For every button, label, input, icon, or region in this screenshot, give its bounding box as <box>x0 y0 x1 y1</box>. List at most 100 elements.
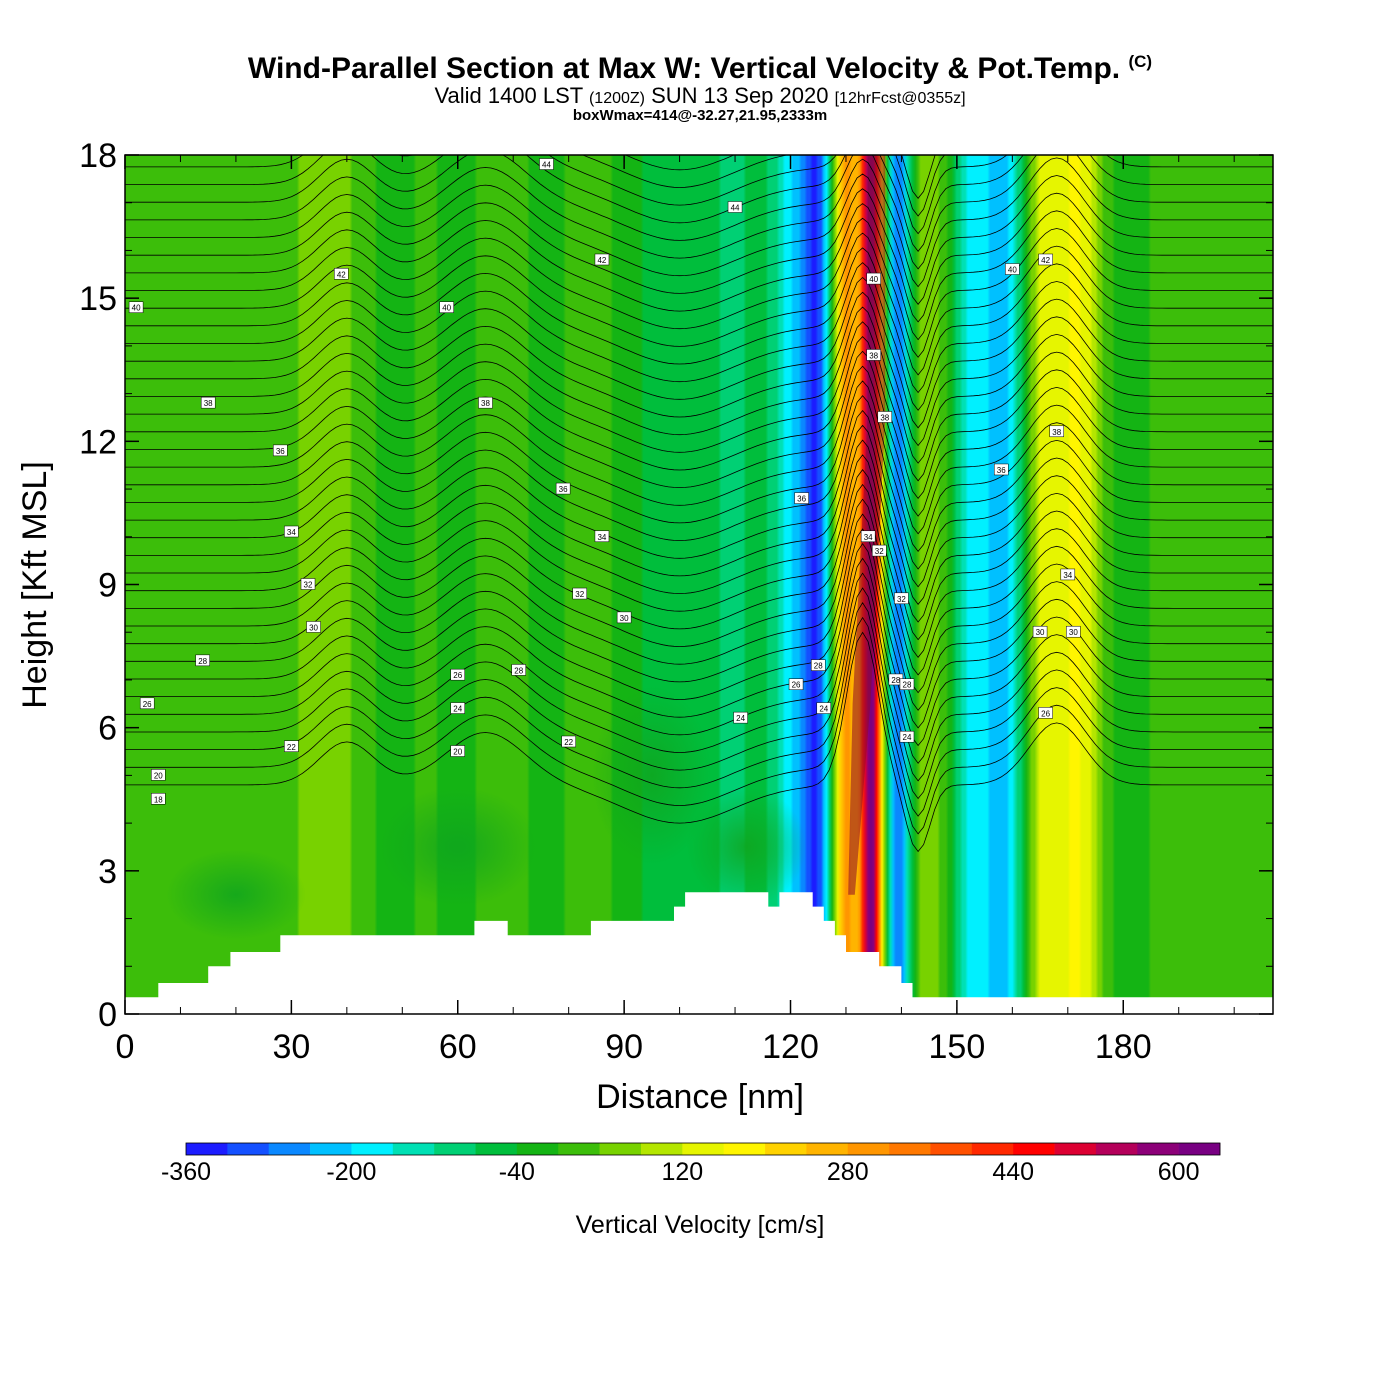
x-tick-label: 60 <box>439 1028 477 1066</box>
colorbar-swatch <box>310 1143 352 1155</box>
theta-contour-line <box>125 155 1273 235</box>
theta-contour-line <box>125 454 1273 641</box>
theta-label: 42 <box>334 268 349 280</box>
theta-label: 40 <box>128 301 144 313</box>
theta-contour-line <box>125 469 1273 658</box>
theta-label-text: 38 <box>204 399 213 408</box>
y-tick-label: 6 <box>98 710 117 748</box>
theta-contour-line <box>125 631 1273 853</box>
theta-label: 24 <box>899 730 915 743</box>
theta-contour-line <box>125 439 1273 623</box>
velocity-patch <box>377 786 538 907</box>
theta-contour-line <box>125 587 1273 800</box>
colorbar-swatch <box>889 1143 931 1155</box>
theta-contour-line <box>125 395 1273 570</box>
theta-label: 30 <box>1032 625 1048 638</box>
theta-contour-line <box>624 155 936 199</box>
colorbar-swatch <box>1095 1143 1138 1155</box>
theta-label-text: 26 <box>453 671 462 680</box>
y-axis-label: Height [Kft MSL] <box>16 461 54 709</box>
theta-label-text: 36 <box>797 495 806 504</box>
colorbar-swatch <box>558 1143 600 1155</box>
theta-label: 18 <box>151 793 166 805</box>
colorbar-swatch <box>186 1143 228 1155</box>
theta-label: 36 <box>273 444 288 457</box>
theta-label: 28 <box>195 654 210 667</box>
theta-label-text: 26 <box>792 681 801 690</box>
theta-label-text: 32 <box>304 581 313 590</box>
theta-label-text: 42 <box>597 256 606 265</box>
colorbar-swatch <box>971 1143 1014 1155</box>
theta-contour-line <box>125 616 1273 835</box>
theta-label-text: 28 <box>814 662 823 671</box>
colorbar-swatch <box>806 1143 849 1155</box>
x-axis: 0 30 60 90 120 150 180 <box>116 155 1235 1066</box>
theta-contour-line <box>125 173 1273 305</box>
colorbar-swatch <box>475 1143 518 1155</box>
colorbar-label: Vertical Velocity [cm/s] <box>576 1211 825 1239</box>
colorbar-frame <box>185 1142 1221 1156</box>
theta-contour-line <box>125 306 1273 464</box>
theta-label: 24 <box>450 702 466 714</box>
theta-label: 30 <box>306 621 321 633</box>
theta-contour-line <box>125 365 1273 535</box>
theta-contour-line <box>125 232 1273 376</box>
theta-contour-line <box>125 498 1273 694</box>
theta-label: 36 <box>994 463 1009 476</box>
theta-label-text: 24 <box>736 714 745 723</box>
colorbar-swatch <box>640 1143 683 1155</box>
chart-title: Wind-Parallel Section at Max W: Vertical… <box>247 52 1153 85</box>
colorbar-tick-label: -200 <box>326 1158 376 1186</box>
y-tick-label: 15 <box>79 280 117 318</box>
copyright-mark: (C) <box>1128 52 1153 71</box>
theta-label: 42 <box>594 253 610 266</box>
theta-contours <box>125 155 1273 853</box>
colorbar-swatch <box>1054 1143 1097 1155</box>
y-tick-label: 12 <box>79 423 117 461</box>
theta-label-text: 24 <box>819 705 828 714</box>
y-tick-label: 18 <box>79 137 117 175</box>
theta-label: 34 <box>860 530 876 543</box>
theta-label: 36 <box>555 482 571 495</box>
theta-label-text: 20 <box>453 748 462 757</box>
theta-label: 20 <box>151 769 166 781</box>
colorbar-swatch <box>930 1143 973 1155</box>
x-tick-label: 90 <box>605 1028 643 1066</box>
theta-contour-line <box>125 188 1273 323</box>
theta-contour-line <box>125 409 1273 588</box>
plot-area: 44 44 42 42 42 40 40 40 40 38 38 38 38 38 36 36 36 36 34 34… <box>125 155 1273 1014</box>
theta-label-text: 32 <box>897 595 906 604</box>
theta-label-text: 30 <box>309 623 318 632</box>
theta-contour-line <box>125 262 1273 411</box>
theta-label-text: 36 <box>997 466 1006 475</box>
theta-label: 32 <box>572 587 588 600</box>
theta-label-text: 28 <box>198 657 207 666</box>
theta-label: 30 <box>1066 625 1081 638</box>
chart-subtitle: Valid 1400 LST (1200Z) SUN 13 Sep 2020 [… <box>434 83 966 108</box>
theta-label: 40 <box>439 301 454 313</box>
lowlevel-velocity-patches <box>165 685 807 940</box>
colorbar-tick-label: -360 <box>161 1158 211 1186</box>
colorbar-swatch <box>268 1143 311 1155</box>
theta-label: 34 <box>284 525 299 538</box>
theta-contour-line <box>581 155 946 217</box>
theta-label: 38 <box>877 411 893 423</box>
theta-label: 22 <box>284 740 299 753</box>
theta-label: 20 <box>450 745 466 757</box>
theta-label-text: 38 <box>880 413 889 422</box>
velocity-patch <box>591 685 712 866</box>
theta-label-text: 28 <box>891 676 900 685</box>
theta-label: 28 <box>511 664 527 676</box>
theta-contour-line <box>125 157 1273 288</box>
theta-label: 26 <box>139 697 155 710</box>
theta-label-text: 28 <box>903 681 912 690</box>
theta-contour-line <box>125 572 1273 782</box>
theta-label: 26 <box>1038 707 1053 719</box>
y-tick-label: 0 <box>98 996 117 1034</box>
velocity-patch <box>686 786 807 907</box>
theta-label: 32 <box>894 592 909 605</box>
colorbar-tick-label: 600 <box>1158 1158 1200 1186</box>
theta-label-text: 36 <box>276 447 285 456</box>
theta-label: 34 <box>594 530 610 543</box>
theta-label-text: 22 <box>287 743 296 752</box>
